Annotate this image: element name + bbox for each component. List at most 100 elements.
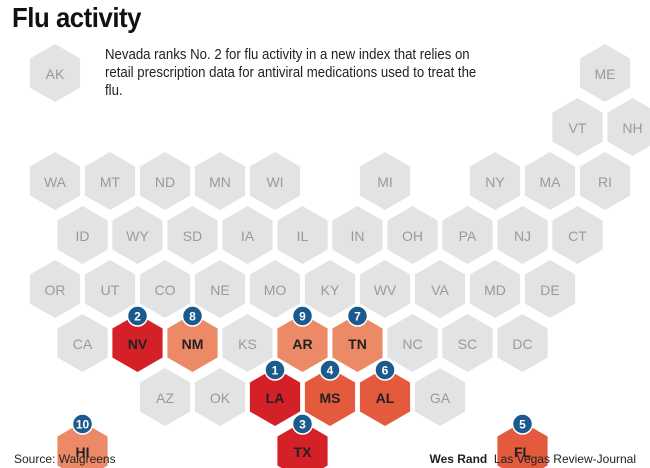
hex-shape <box>359 368 411 426</box>
hex-shape <box>222 206 273 264</box>
credit-author: Wes Rand <box>429 452 488 466</box>
rank-number: 8 <box>189 310 196 324</box>
state-label: ME <box>595 66 616 82</box>
credit-line: Wes Rand Las Vegas Review-Journal <box>429 452 636 466</box>
state-label: MO <box>264 282 287 298</box>
state-hex-co: CO <box>139 260 191 318</box>
hex-shape <box>167 206 218 264</box>
hex-shape <box>194 152 246 210</box>
state-hex-hi: HI 10 <box>57 413 108 468</box>
hex-shape <box>29 152 81 210</box>
source-note: Source: Walgreens <box>14 452 116 466</box>
state-hex-al: AL 6 <box>359 359 411 426</box>
hex-shape <box>277 206 328 264</box>
state-label: NC <box>402 336 422 352</box>
rank-badge <box>264 359 286 381</box>
hex-shape <box>332 314 383 372</box>
hex-shape <box>222 314 273 372</box>
state-label: ND <box>155 174 175 190</box>
map-title: Flu activity <box>12 2 142 33</box>
state-label: WI <box>266 174 283 190</box>
hex-shape <box>167 314 218 372</box>
state-label: PA <box>459 228 477 244</box>
state-label: KY <box>321 282 340 298</box>
hex-shape <box>469 152 521 210</box>
hex-shape <box>304 368 356 426</box>
state-label: DE <box>540 282 559 298</box>
hex-shape <box>57 314 108 372</box>
state-label: MA <box>540 174 562 190</box>
state-label: AR <box>292 336 312 352</box>
hex-shape <box>277 314 328 372</box>
state-hex-ms: MS 4 <box>304 359 356 426</box>
state-hex-ak: AK <box>29 44 81 102</box>
hex-shape <box>497 422 548 468</box>
hex-shape <box>84 260 136 318</box>
state-hex-oh: OH <box>387 206 438 264</box>
hex-shape <box>112 314 163 372</box>
state-hex-la: LA 1 <box>249 359 301 426</box>
state-label: KS <box>238 336 257 352</box>
hex-shape <box>414 368 466 426</box>
state-label: ID <box>76 228 90 244</box>
state-hex-ok: OK <box>194 368 246 426</box>
hex-shape <box>387 206 438 264</box>
hex-shape <box>442 314 493 372</box>
rank-badge <box>291 305 314 327</box>
state-label: MN <box>209 174 231 190</box>
state-label: NY <box>485 174 505 190</box>
rank-number: 5 <box>519 418 526 432</box>
state-hex-va: VA <box>414 260 466 318</box>
state-label: NE <box>210 282 229 298</box>
state-hex-tn: TN 7 <box>332 305 383 372</box>
state-label: WA <box>44 174 67 190</box>
state-hex-md: MD <box>469 260 521 318</box>
state-hex-wi: WI <box>249 152 301 210</box>
state-hex-fl: FL 5 <box>497 413 548 468</box>
state-hex-mo: MO <box>249 260 301 318</box>
state-label: UT <box>101 282 120 298</box>
state-hex-ga: GA <box>414 368 466 426</box>
hex-shape <box>304 260 356 318</box>
state-hex-ne: NE <box>194 260 246 318</box>
state-label: NJ <box>514 228 531 244</box>
state-label: DC <box>512 336 532 352</box>
hex-shape <box>29 44 81 102</box>
hex-shape <box>497 206 548 264</box>
state-label: AZ <box>156 390 174 406</box>
hex-shape <box>249 260 301 318</box>
hex-shape <box>139 152 191 210</box>
state-label: TX <box>294 444 313 460</box>
state-hex-de: DE <box>524 260 576 318</box>
state-label: NM <box>182 336 204 352</box>
state-label: OK <box>210 390 231 406</box>
hex-shape <box>359 260 411 318</box>
hex-shape <box>552 98 603 156</box>
hex-shape <box>524 260 576 318</box>
hex-shape <box>112 206 163 264</box>
state-hex-ia: IA <box>222 206 273 264</box>
hex-shape <box>579 152 631 210</box>
state-label: CT <box>568 228 587 244</box>
hex-shape <box>57 206 108 264</box>
hex-shape <box>139 368 191 426</box>
state-hex-dc: DC <box>497 314 548 372</box>
rank-number: 6 <box>382 364 389 378</box>
state-label: AL <box>376 390 395 406</box>
state-label: CO <box>155 282 176 298</box>
state-hex-ri: RI <box>579 152 631 210</box>
hex-shape <box>194 260 246 318</box>
intro-text: Nevada ranks No. 2 for flu activity in a… <box>105 46 477 99</box>
state-label: NH <box>622 120 642 136</box>
state-label: VA <box>431 282 449 298</box>
hex-shape <box>57 422 108 468</box>
state-label: SC <box>458 336 477 352</box>
rank-badge <box>291 413 314 435</box>
hex-shape <box>29 260 81 318</box>
rank-badge <box>71 413 94 435</box>
rank-number: 3 <box>299 418 306 432</box>
state-hex-wy: WY <box>112 206 163 264</box>
hex-shape <box>249 368 301 426</box>
state-hex-nv: NV 2 <box>112 305 163 372</box>
hex-shape <box>359 152 411 210</box>
